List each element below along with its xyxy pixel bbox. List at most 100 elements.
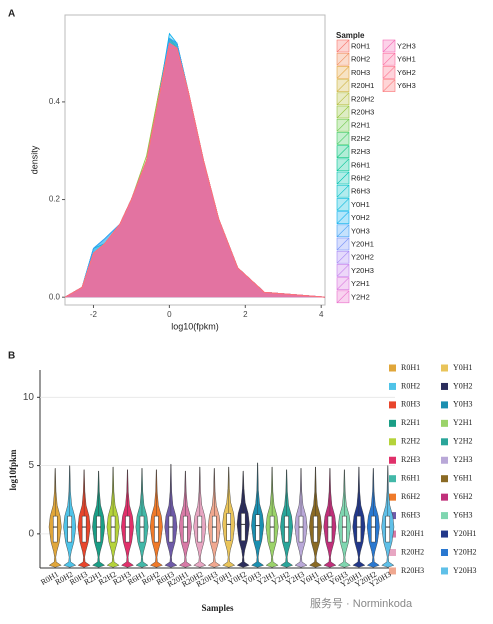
- legend-label: R2H3: [351, 147, 370, 156]
- box: [154, 515, 159, 543]
- legend-swatch: [389, 419, 396, 427]
- legend-swatch: [441, 382, 448, 390]
- density-area: [65, 43, 325, 298]
- legend-label: R2H1: [351, 121, 370, 130]
- box: [67, 515, 72, 543]
- legend-hatch: [336, 224, 350, 238]
- legend-swatch: [441, 401, 448, 409]
- density-area: [65, 43, 325, 298]
- legend-swatch: [441, 438, 448, 446]
- legend-label: R6H1: [401, 474, 420, 483]
- density-area: [65, 43, 325, 298]
- box: [356, 515, 362, 543]
- legend-label: R20H3: [351, 107, 374, 116]
- legend-hatch: [336, 66, 350, 79]
- box: [255, 514, 260, 541]
- density-area: [65, 43, 325, 298]
- x-tick-label: 4: [319, 310, 324, 319]
- density-area: [65, 38, 325, 298]
- legend-label: Y0H2: [351, 213, 370, 222]
- box: [212, 515, 217, 543]
- box: [371, 515, 376, 543]
- panel-label: B: [8, 351, 15, 362]
- density-area: [65, 43, 325, 298]
- legend-label: R20H2: [401, 547, 424, 556]
- legend-label: Y20H3: [351, 266, 374, 275]
- legend-label: R20H1: [351, 81, 374, 90]
- density-area: [65, 38, 325, 298]
- legend-hatch: [382, 39, 396, 53]
- legend-label: Y2H1: [453, 418, 473, 427]
- plot-area: [64, 14, 326, 306]
- legend-hatch: [336, 237, 350, 251]
- legend-hatch: [336, 171, 350, 185]
- legend-hatch: [336, 211, 350, 224]
- legend-label: Y20H3: [453, 566, 477, 575]
- legend-swatch: [441, 512, 448, 520]
- density-area: [65, 43, 325, 298]
- legend-label: Y2H1: [351, 279, 370, 288]
- legend-label: Y0H3: [351, 226, 370, 235]
- legend-label: Y2H2: [453, 437, 473, 446]
- box: [96, 515, 101, 543]
- y-tick-label: 5: [28, 460, 34, 471]
- legend-hatch: [336, 198, 350, 211]
- legend-label: R0H3: [351, 68, 370, 77]
- legend-label: Y6H1: [397, 55, 416, 64]
- density-line: [64, 42, 326, 298]
- y-tick-label: 0.2: [49, 195, 61, 204]
- box: [342, 515, 347, 543]
- density-area: [65, 43, 325, 298]
- legend-label: Y6H2: [397, 68, 416, 77]
- legend-swatch: [441, 364, 448, 372]
- density-area: [65, 43, 325, 298]
- box: [226, 513, 231, 541]
- y-tick-label: 10: [23, 392, 35, 403]
- legend-swatch: [389, 456, 396, 464]
- density-area: [65, 43, 325, 298]
- box: [197, 515, 203, 543]
- x-tick-label: 2: [243, 310, 248, 319]
- legend-swatch: [389, 493, 396, 501]
- legend-label: R2H3: [401, 455, 420, 464]
- legend-hatch: [336, 158, 350, 172]
- y-tick-label: 0.0: [49, 292, 61, 301]
- legend-hatch: [336, 264, 350, 277]
- legend-swatch: [389, 567, 396, 575]
- legend-swatch: [441, 475, 448, 483]
- x-axis-label: log10(fpkm): [171, 321, 219, 331]
- box: [139, 515, 145, 543]
- legend-title: Sample: [336, 31, 365, 40]
- legend-hatch: [382, 66, 396, 79]
- legend-label: Y2H3: [397, 41, 416, 50]
- legend-hatch: [336, 277, 350, 290]
- density-area: [65, 38, 325, 298]
- box: [183, 515, 188, 543]
- legend-swatch: [441, 530, 448, 538]
- box: [327, 515, 333, 543]
- legend-hatch: [336, 39, 350, 53]
- box: [125, 515, 130, 543]
- legend-label: Y0H1: [453, 363, 473, 372]
- legend-label: R6H1: [351, 160, 370, 169]
- legend-hatch: [382, 52, 396, 66]
- legend-label: R0H2: [351, 55, 370, 64]
- box: [81, 515, 87, 543]
- box: [284, 515, 289, 543]
- legend-label: R2H2: [351, 134, 370, 143]
- x-tick-label: 0: [167, 310, 172, 319]
- legend-swatch: [389, 475, 396, 483]
- legend-label: R2H1: [401, 418, 420, 427]
- legend-label: R0H2: [401, 381, 420, 390]
- density-area: [65, 38, 325, 298]
- box: [240, 513, 246, 541]
- legend-hatch: [336, 105, 350, 119]
- legend-swatch: [441, 419, 448, 427]
- legend-label: Y2H2: [351, 292, 370, 301]
- density-area: [65, 43, 325, 298]
- legend-swatch: [441, 493, 448, 501]
- legend-label: Y2H3: [453, 455, 473, 464]
- legend-hatch: [336, 92, 350, 106]
- legend-label: Y20H2: [453, 547, 477, 556]
- legend-swatch: [441, 456, 448, 464]
